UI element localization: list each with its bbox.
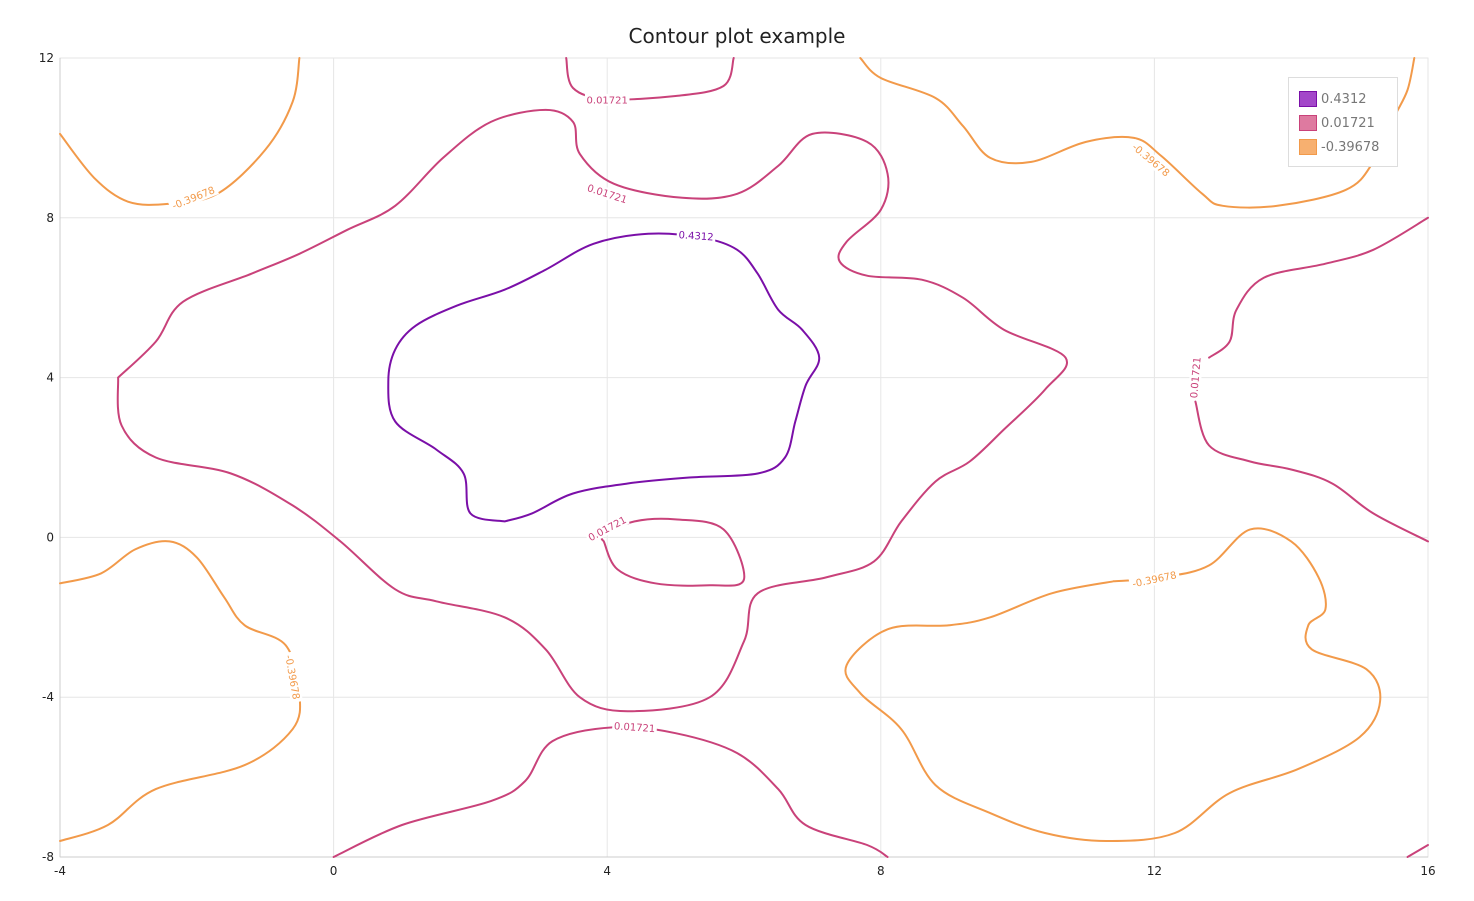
contour-line[interactable] xyxy=(844,527,1382,842)
contour-label: 0.4312 xyxy=(676,228,716,244)
contour-label-text: -0.39678 xyxy=(282,654,301,700)
grid-lines xyxy=(59,57,1429,858)
y-tick-label: 12 xyxy=(39,51,54,65)
contour-line[interactable] xyxy=(332,725,889,858)
contour-label-bg xyxy=(584,93,630,106)
x-tick-label: -4 xyxy=(54,864,66,878)
contour-label: -0.39678 xyxy=(282,651,303,704)
contour-line[interactable] xyxy=(600,517,746,587)
legend-swatch xyxy=(1299,115,1317,131)
contour-line[interactable] xyxy=(59,540,302,842)
contour-label-bg xyxy=(584,181,631,207)
contour-label-bg xyxy=(676,228,716,244)
contour-label: -0.39678 xyxy=(167,182,220,213)
contour-label: 0.01721 xyxy=(1187,354,1204,401)
x-tick-label: 4 xyxy=(603,864,611,878)
contour-label-text: 0.4312 xyxy=(678,230,714,243)
legend-label: 0.01721 xyxy=(1321,115,1375,131)
y-tick-label: -4 xyxy=(42,690,54,704)
contour-label-text: 0.01721 xyxy=(1189,357,1204,399)
legend-item[interactable]: 0.4312 xyxy=(1299,90,1367,108)
contour-label-bg xyxy=(1127,139,1175,181)
contour-label-text: -0.39678 xyxy=(171,185,217,212)
contour-line[interactable] xyxy=(1208,216,1429,359)
contour-label: 0.01721 xyxy=(584,93,630,106)
contour-line[interactable] xyxy=(565,57,735,101)
x-tick-label: 8 xyxy=(877,864,885,878)
x-tick-label: 16 xyxy=(1420,864,1435,878)
contour-label-bg xyxy=(1187,354,1204,401)
x-tick-label: 12 xyxy=(1147,864,1162,878)
contour-label-bg xyxy=(584,512,630,545)
contour-label: 0.01721 xyxy=(611,719,658,735)
x-tick-label: 0 xyxy=(330,864,338,878)
legend-item[interactable]: 0.01721 xyxy=(1299,114,1375,132)
contour-label-bg xyxy=(282,651,303,704)
legend-swatch xyxy=(1299,91,1317,107)
legend-swatch xyxy=(1299,139,1317,155)
contour-label-text: 0.01721 xyxy=(587,95,628,106)
contour-lines xyxy=(59,57,1429,858)
contour-line[interactable] xyxy=(1194,400,1429,543)
y-tick-label: 8 xyxy=(46,211,54,225)
legend: 0.4312 0.01721 -0.39678 xyxy=(1288,77,1398,167)
contour-labels: 0.43120.017210.017210.017210.017210.0172… xyxy=(167,93,1204,735)
plot-frame xyxy=(59,57,1429,858)
y-tick-label: -8 xyxy=(42,850,54,864)
y-tick-label: 0 xyxy=(46,530,54,544)
contour-line[interactable] xyxy=(387,232,821,523)
chart-title: Contour plot example xyxy=(628,24,846,48)
y-tick-label: 4 xyxy=(46,371,54,385)
contour-line[interactable] xyxy=(1406,844,1429,858)
axes xyxy=(59,57,1429,858)
contour-label-bg xyxy=(1128,568,1181,591)
legend-label: -0.39678 xyxy=(1321,139,1380,155)
legend-item[interactable]: -0.39678 xyxy=(1299,138,1379,156)
legend-label: 0.4312 xyxy=(1321,91,1367,107)
contour-label-bg xyxy=(167,182,220,213)
contour-line[interactable] xyxy=(116,108,1068,713)
contour-label-bg xyxy=(611,719,658,735)
contour-line[interactable] xyxy=(59,57,301,206)
contour-label-text: 0.01721 xyxy=(614,721,656,735)
